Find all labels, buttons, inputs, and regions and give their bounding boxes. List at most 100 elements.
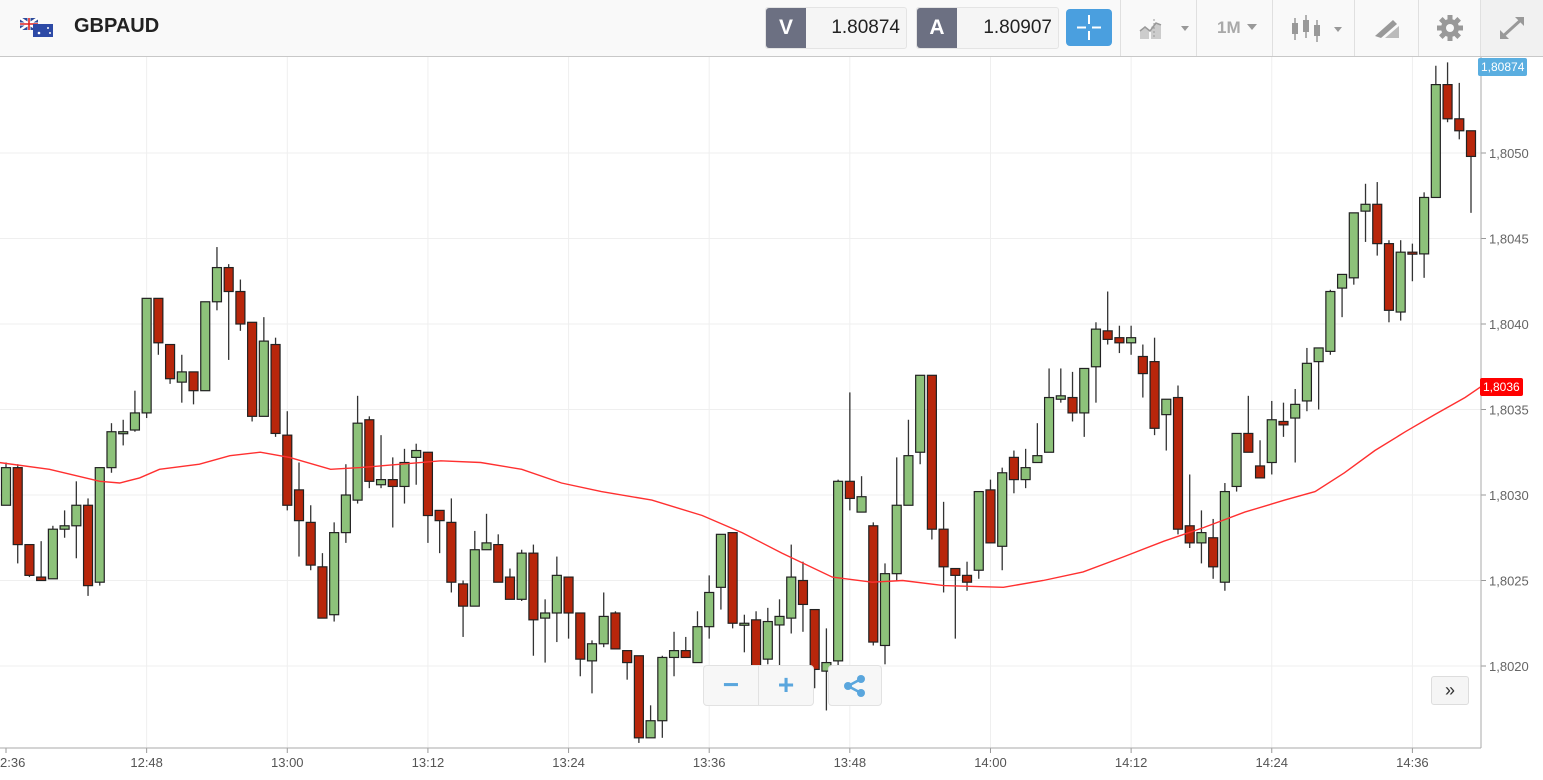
candle-down xyxy=(727,532,738,629)
candle-down xyxy=(235,279,246,331)
candle-body xyxy=(1043,396,1055,453)
candle-down xyxy=(24,543,35,578)
candle-down xyxy=(12,464,23,564)
candle-style-button[interactable] xyxy=(1272,0,1355,56)
candle-body xyxy=(1243,432,1254,453)
candle-up xyxy=(786,544,797,634)
gear-icon xyxy=(1437,15,1463,41)
candle-body xyxy=(833,480,844,662)
candlestick-chart[interactable]: 1,8050 1,8045 1,8040 1,8035 1,8030 1,8025 1,80… xyxy=(0,57,1543,780)
candle-up xyxy=(903,419,914,506)
candle-down xyxy=(985,479,996,544)
settings-button[interactable] xyxy=(1418,0,1481,56)
candle-body xyxy=(247,321,258,417)
candle-up xyxy=(1161,398,1172,451)
candle-body xyxy=(1114,337,1125,344)
x-tick-label: 14:24 xyxy=(1255,755,1288,770)
candle-body xyxy=(1079,367,1090,414)
crosshair-button[interactable] xyxy=(1066,9,1112,46)
candle-body xyxy=(622,650,633,664)
candle-body xyxy=(36,576,47,582)
candle-up xyxy=(915,374,926,465)
candle-body xyxy=(1067,396,1078,414)
sell-price-button[interactable]: V 1.80874 xyxy=(765,7,907,49)
scroll-to-latest-button[interactable]: » xyxy=(1431,676,1469,705)
candle-body xyxy=(422,451,434,517)
zoom-in-button[interactable]: + xyxy=(758,666,813,705)
candle-down xyxy=(36,541,47,582)
candle-body xyxy=(844,480,855,500)
candle-body xyxy=(809,608,820,671)
candle-body xyxy=(1172,396,1184,530)
candle-down xyxy=(610,611,621,650)
candle-down xyxy=(809,608,820,689)
buy-price-button[interactable]: A 1.80907 xyxy=(916,7,1059,49)
candle-body xyxy=(258,340,269,417)
drawing-tools-button[interactable] xyxy=(1354,0,1419,56)
candle-down xyxy=(188,371,199,405)
chart-type-button[interactable] xyxy=(1120,0,1197,56)
candle-body xyxy=(176,371,187,383)
candle-body xyxy=(153,297,164,344)
candle-down xyxy=(1208,518,1219,579)
candle-body xyxy=(1219,490,1230,583)
candle-down xyxy=(434,509,445,554)
candle-body xyxy=(1184,525,1195,544)
candle-body xyxy=(12,467,23,546)
candle-body xyxy=(926,374,937,530)
candle-up xyxy=(176,354,187,403)
candle-body xyxy=(504,576,516,600)
candle-body xyxy=(1090,328,1102,368)
candle-up xyxy=(891,457,902,581)
fullscreen-button[interactable] xyxy=(1480,0,1543,56)
candle-body xyxy=(1360,203,1371,212)
candle-body xyxy=(1149,361,1160,429)
candle-body xyxy=(680,650,691,659)
candle-up xyxy=(833,479,844,668)
candle-up xyxy=(1231,432,1242,492)
candle-body xyxy=(786,576,797,619)
candle-up xyxy=(1348,212,1359,285)
x-tick-label: 13:48 xyxy=(834,755,867,770)
candle-body xyxy=(692,626,703,664)
candle-down xyxy=(457,580,469,637)
candle-up xyxy=(1313,347,1324,410)
candle-down xyxy=(305,505,316,571)
candle-up xyxy=(774,599,785,673)
candle-up xyxy=(551,556,562,643)
candle-up xyxy=(329,522,340,622)
timeframe-dropdown[interactable]: 1M xyxy=(1196,0,1273,56)
double-chevron-right-icon: » xyxy=(1444,680,1455,700)
candle-down xyxy=(1184,474,1195,549)
crosshair-icon xyxy=(1077,15,1101,40)
candle-up xyxy=(692,611,703,664)
candle-up xyxy=(997,467,1008,571)
candle-body xyxy=(1161,398,1172,416)
sell-label: V xyxy=(766,8,806,48)
candle-body xyxy=(1032,455,1043,464)
candle-body xyxy=(961,574,973,583)
candle-up xyxy=(71,481,82,559)
candle-down xyxy=(1254,440,1266,479)
candle-up xyxy=(0,462,12,506)
candle-body xyxy=(1383,243,1395,311)
toolbar: GBPAUD V 1.80874 A 1.80907 1M xyxy=(0,0,1543,57)
candle-body xyxy=(469,549,480,607)
chart-type-icon xyxy=(1139,19,1189,39)
candle-up xyxy=(598,592,609,648)
candle-up xyxy=(1266,400,1277,475)
candle-down xyxy=(844,392,855,511)
candle-up xyxy=(340,464,351,543)
share-button[interactable] xyxy=(828,665,882,706)
candle-body xyxy=(1442,83,1453,120)
candle-up xyxy=(1043,368,1055,453)
candle-up xyxy=(516,549,527,602)
candle-down xyxy=(504,568,516,600)
candle-body xyxy=(610,612,621,650)
zoom-out-button[interactable]: − xyxy=(704,666,758,705)
candle-body xyxy=(1419,196,1430,255)
candle-down xyxy=(446,498,457,593)
candle-body xyxy=(540,612,551,619)
candle-body xyxy=(1301,362,1313,402)
candle-up xyxy=(1419,192,1430,278)
